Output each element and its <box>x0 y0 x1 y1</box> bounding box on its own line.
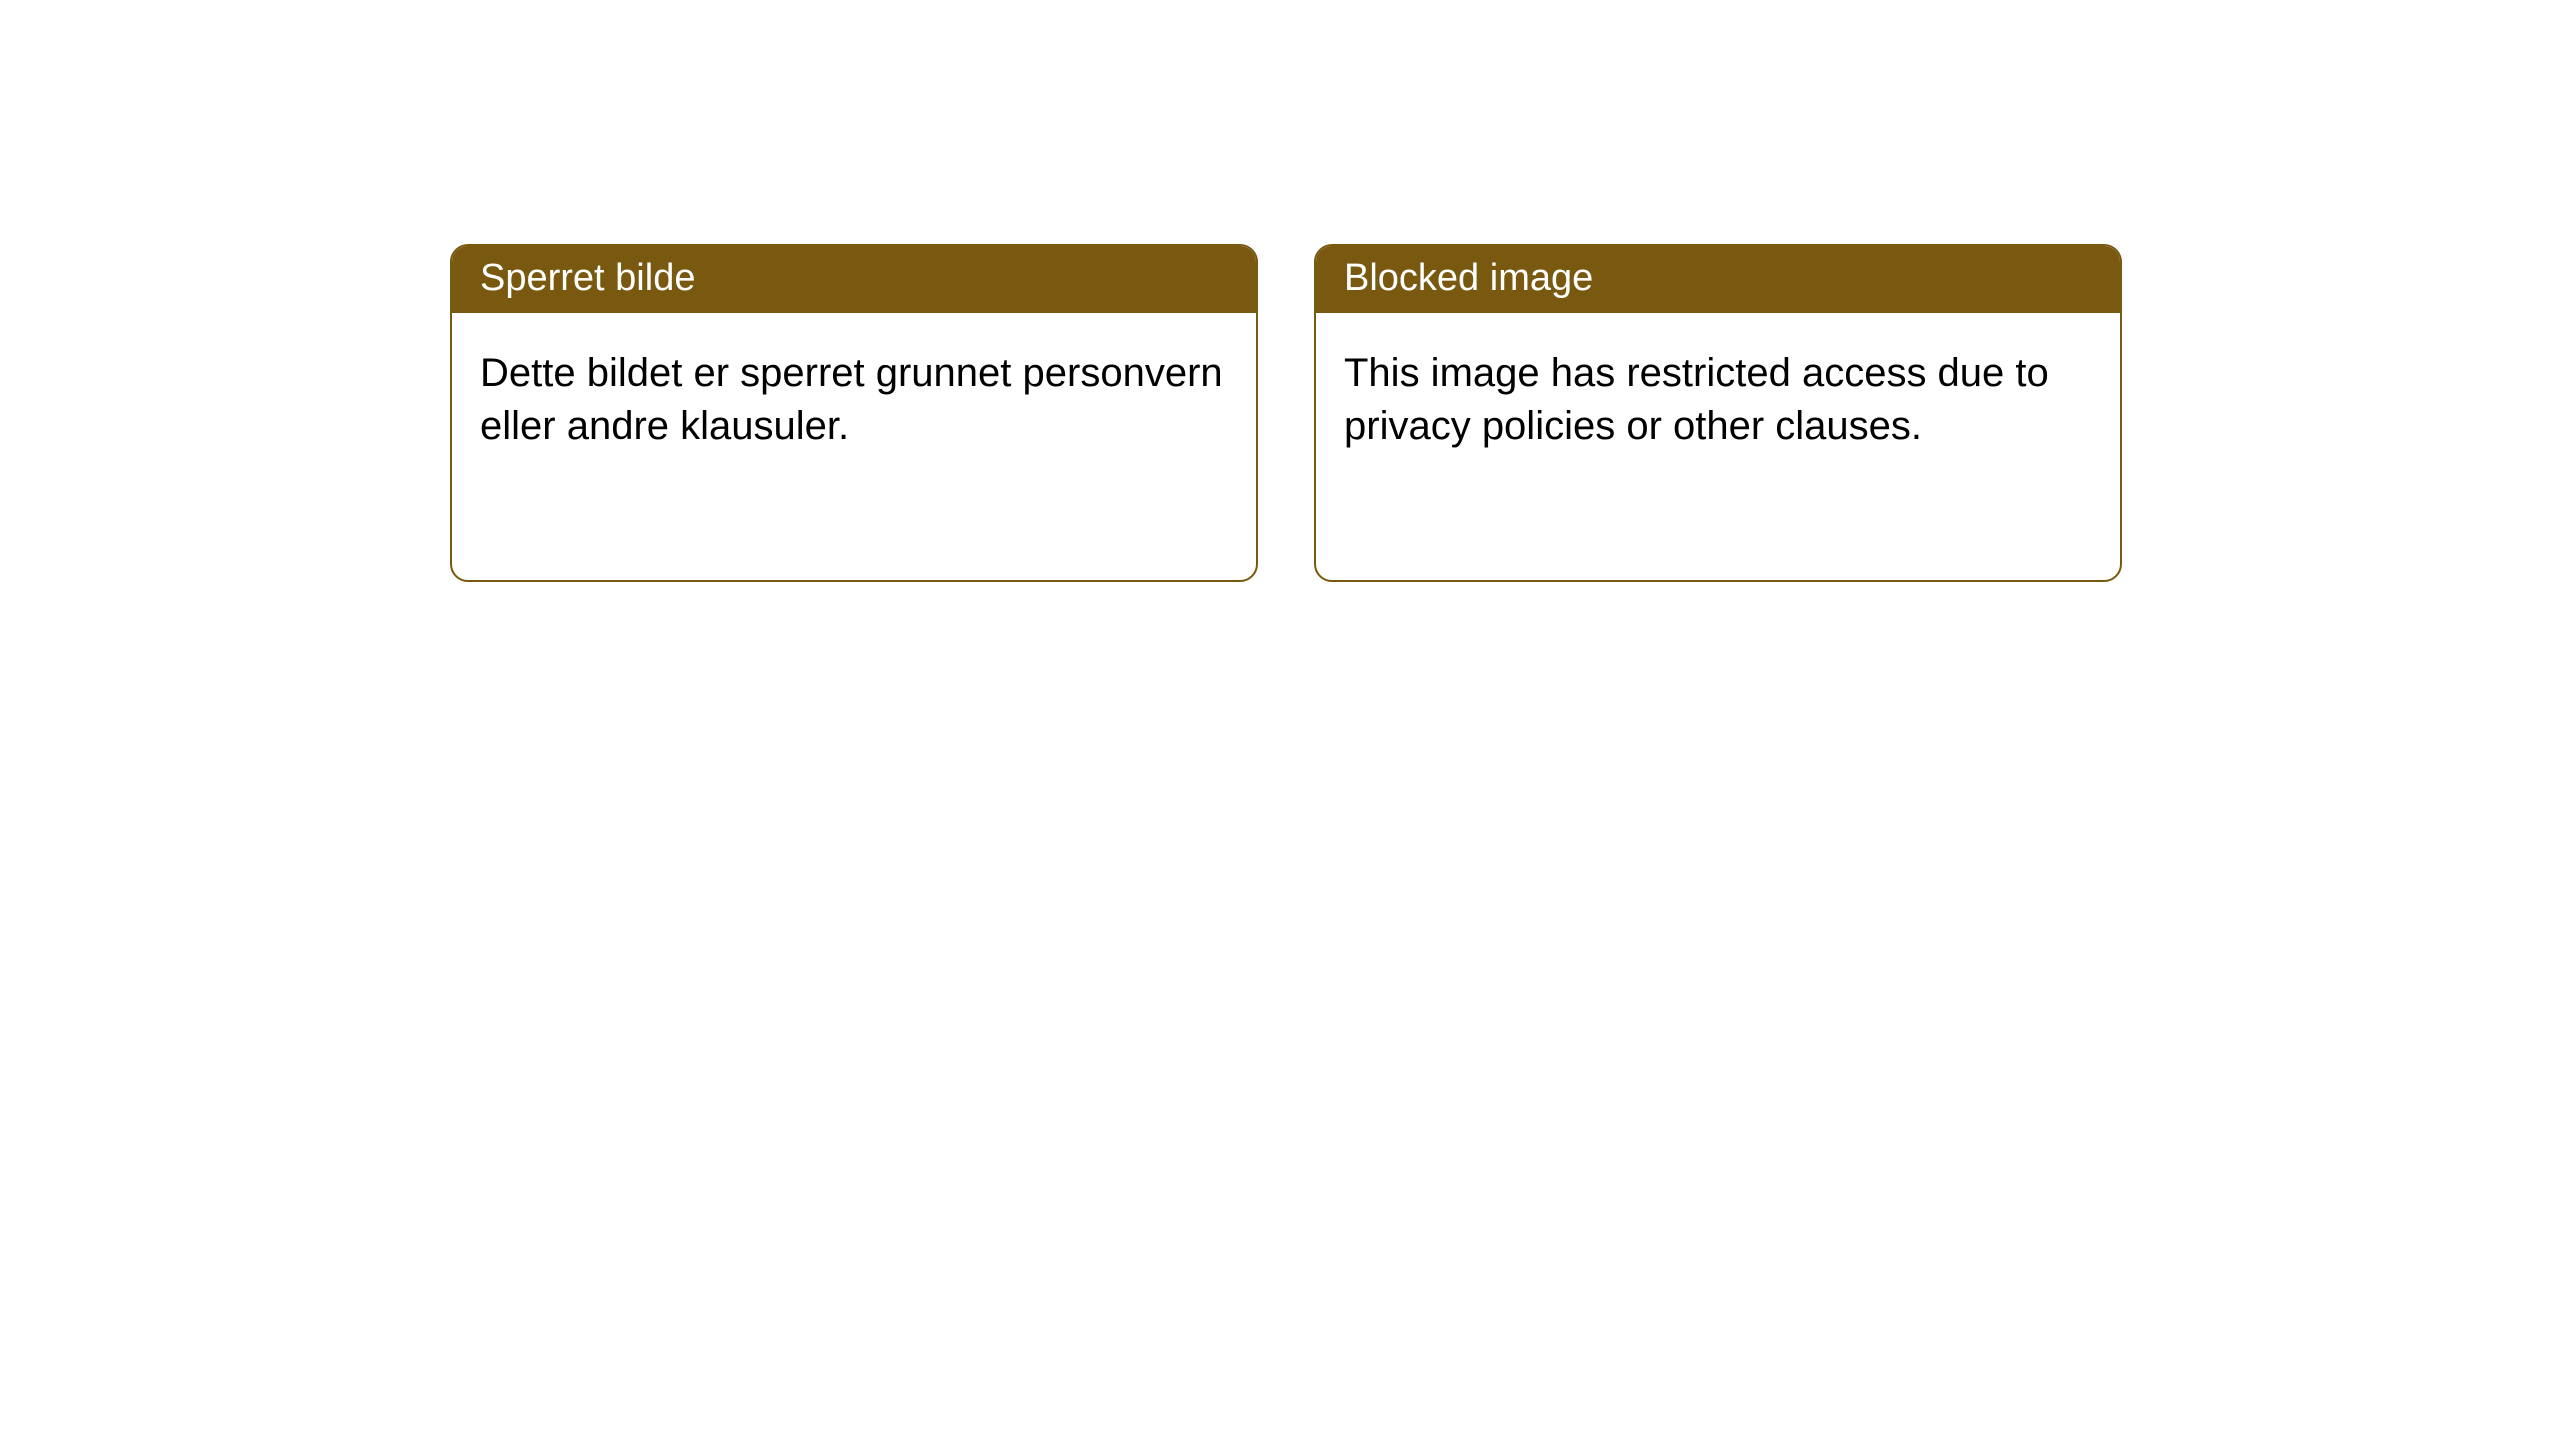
notice-card-header: Sperret bilde <box>452 246 1256 313</box>
notice-card-english: Blocked image This image has restricted … <box>1314 244 2122 582</box>
notice-card-body: Dette bildet er sperret grunnet personve… <box>452 313 1256 481</box>
notice-card-header: Blocked image <box>1316 246 2120 313</box>
notice-title: Blocked image <box>1344 257 1593 299</box>
notice-container: Sperret bilde Dette bildet er sperret gr… <box>0 0 2560 582</box>
notice-card-norwegian: Sperret bilde Dette bildet er sperret gr… <box>450 244 1258 582</box>
notice-body-text: Dette bildet er sperret grunnet personve… <box>480 351 1223 448</box>
notice-body-text: This image has restricted access due to … <box>1344 351 2049 448</box>
notice-title: Sperret bilde <box>480 257 695 299</box>
notice-card-body: This image has restricted access due to … <box>1316 313 2120 481</box>
